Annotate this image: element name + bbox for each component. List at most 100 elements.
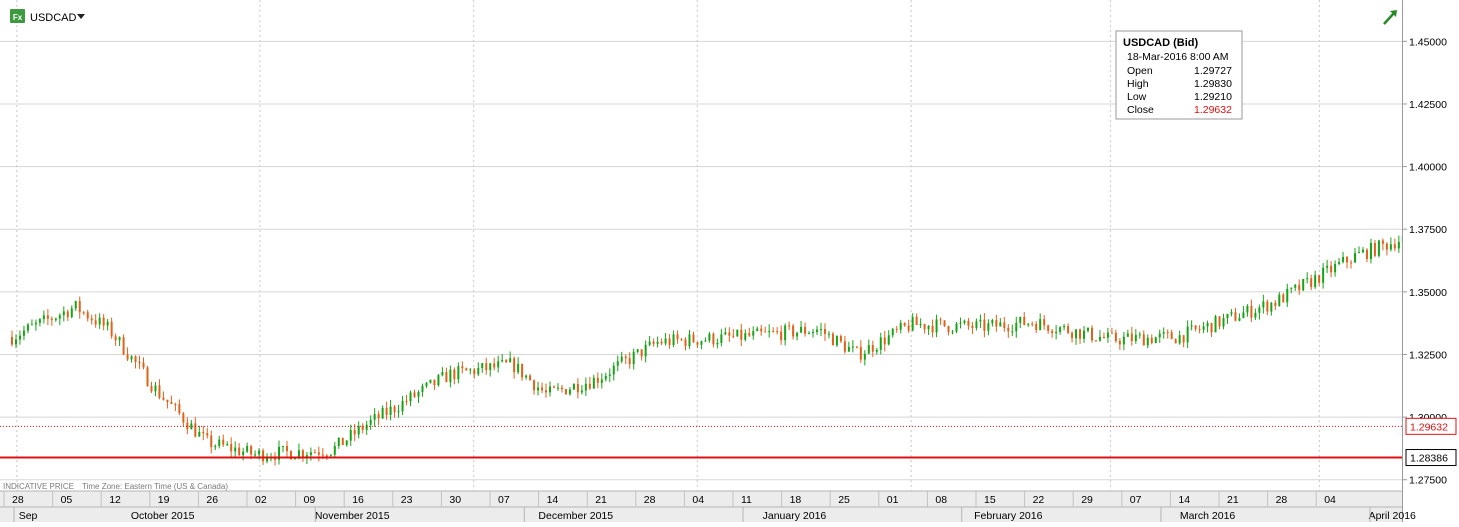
candle-body — [345, 440, 348, 446]
tooltip-close-label: Close — [1127, 104, 1154, 116]
candle-body — [835, 336, 838, 346]
candle-body — [716, 342, 719, 345]
candle-body — [664, 338, 667, 344]
candle-body — [648, 341, 651, 345]
y-tick-label: 1.40000 — [1409, 162, 1447, 174]
candle-body — [62, 311, 65, 316]
candle-body — [349, 430, 352, 441]
candle-body — [1238, 318, 1241, 321]
candle-body — [1286, 288, 1289, 303]
candle-body — [564, 389, 567, 395]
candle-body — [768, 331, 771, 333]
fx-badge-label: Fx — [13, 13, 23, 22]
candle-body — [1102, 336, 1105, 338]
candle-body — [1357, 252, 1360, 254]
candle-body — [1051, 330, 1054, 334]
candle-body — [74, 301, 77, 309]
candle-body — [529, 375, 532, 381]
candle-body — [796, 332, 799, 337]
candle-body — [1186, 326, 1189, 343]
week-tick-label: 04 — [692, 494, 704, 506]
candle-body — [242, 451, 245, 456]
candle-body — [624, 356, 627, 359]
candle-body — [377, 414, 380, 419]
y-tick-label: 1.27500 — [1409, 475, 1447, 487]
candle-body — [628, 358, 631, 365]
candle-body — [1059, 327, 1062, 332]
candle-body — [1302, 279, 1305, 291]
candle-body — [190, 423, 193, 430]
y-tick-label: 1.32500 — [1409, 349, 1447, 361]
candle-body — [385, 407, 388, 415]
candle-body — [975, 321, 978, 328]
trend-arrow-icon[interactable] — [1383, 10, 1397, 25]
candle-body — [576, 384, 579, 393]
month-label: Sep — [19, 510, 38, 522]
week-tick-label: 21 — [1227, 494, 1239, 506]
symbol-selector[interactable]: Fx USDCAD — [10, 9, 85, 24]
candle-body — [202, 432, 205, 434]
candle-body — [126, 354, 129, 360]
candle-body — [1174, 339, 1177, 344]
candle-body — [278, 446, 281, 460]
candle-body — [429, 379, 432, 383]
candle-body — [138, 361, 141, 363]
candle-body — [1027, 323, 1030, 325]
candle-body — [409, 392, 412, 402]
candle-body — [1007, 327, 1010, 332]
tooltip-datetime: 18-Mar-2016 8:00 AM — [1127, 51, 1229, 63]
candle-body — [855, 346, 858, 348]
candle-body — [620, 356, 623, 362]
candle-body — [1154, 337, 1157, 344]
candle-body — [712, 333, 715, 345]
candle-body — [293, 457, 296, 460]
y-tick-label: 1.37500 — [1409, 224, 1447, 236]
candle-body — [823, 329, 826, 334]
candle-body — [142, 362, 145, 368]
tooltip-title: USDCAD (Bid) — [1123, 37, 1198, 49]
candle-body — [907, 325, 910, 331]
candle-body — [325, 455, 328, 457]
candle-body — [146, 367, 149, 387]
candle-body — [1270, 302, 1273, 312]
candle-body — [887, 335, 890, 345]
candle-body — [246, 445, 249, 452]
candle-body — [537, 387, 540, 391]
candle-body — [1385, 243, 1388, 250]
candle-body — [812, 331, 815, 334]
candle-body — [1342, 257, 1345, 263]
candle-body — [756, 328, 759, 332]
candle-body — [891, 328, 894, 336]
candle-body — [744, 333, 747, 340]
week-tick-label: 09 — [304, 494, 316, 506]
candle-body — [317, 452, 320, 455]
candle-body — [226, 444, 229, 446]
candle-body — [684, 339, 687, 347]
candle-body — [1246, 305, 1249, 313]
candle-body — [608, 374, 611, 376]
candle-body — [98, 317, 101, 325]
candle-body — [405, 400, 408, 402]
candle-body — [437, 375, 440, 386]
candle-body — [1214, 316, 1217, 333]
candle-body — [588, 383, 591, 389]
candle-body — [66, 311, 69, 318]
week-tick-label: 15 — [984, 494, 996, 506]
caret-down-icon[interactable] — [77, 14, 85, 19]
candle-body — [38, 319, 41, 323]
candle-body — [1134, 334, 1137, 342]
tooltip-low-label: Low — [1127, 91, 1147, 103]
candle-body — [198, 432, 201, 437]
candle-body — [1377, 240, 1380, 256]
candle-body — [748, 333, 751, 336]
candle-body — [995, 320, 998, 327]
candle-body — [1075, 329, 1078, 339]
candle-body — [1397, 241, 1400, 249]
candle-body — [656, 341, 659, 344]
candle-body — [1019, 316, 1022, 323]
candle-body — [1146, 337, 1149, 346]
candle-body — [1182, 335, 1185, 343]
candle-body — [959, 322, 962, 324]
